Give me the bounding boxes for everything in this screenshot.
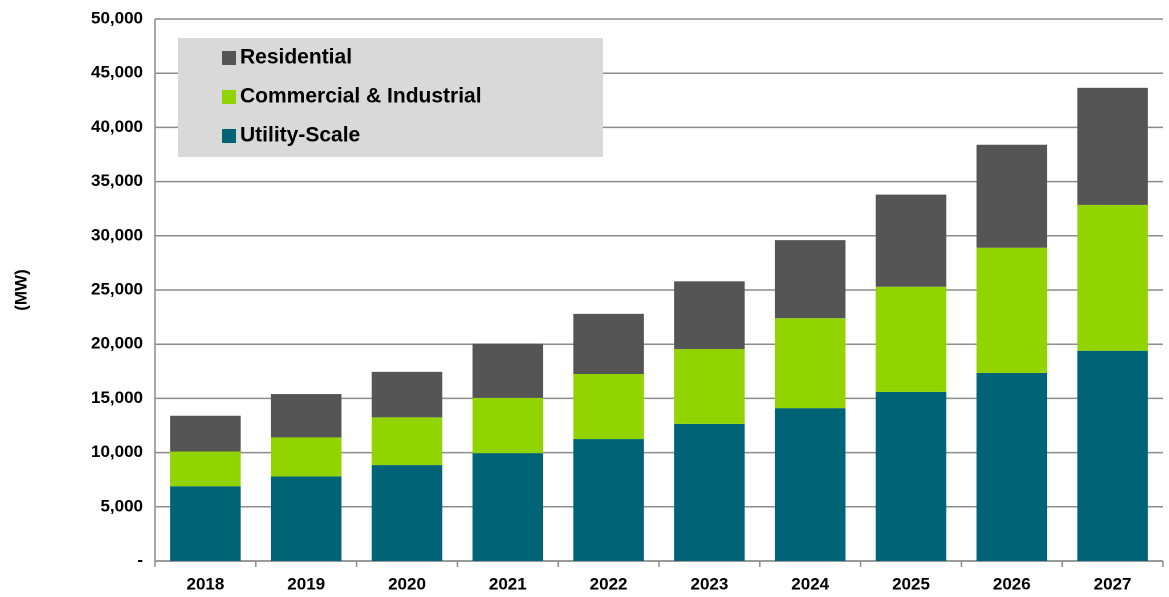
x-tick-label: 2024 <box>791 574 829 593</box>
bar-segment <box>875 194 947 287</box>
x-tick-label: 2021 <box>489 574 527 593</box>
bar-segment <box>472 397 544 454</box>
bar-segment <box>472 453 544 561</box>
y-tick-label: - <box>137 550 143 569</box>
legend-swatch <box>222 90 236 104</box>
legend-label: Utility-Scale <box>240 124 360 147</box>
y-tick-label: 15,000 <box>91 388 143 407</box>
bar-segment <box>270 476 342 561</box>
bar-segment <box>371 417 443 466</box>
y-tick-label: 25,000 <box>91 279 143 298</box>
bar-segment <box>170 415 241 452</box>
bar-segment <box>875 391 947 561</box>
bar-segment <box>170 451 241 487</box>
y-tick-label: 45,000 <box>91 63 143 82</box>
y-tick-label: 5,000 <box>100 496 143 515</box>
y-tick-label: 35,000 <box>91 171 143 190</box>
bar-segment <box>976 247 1048 373</box>
bar-segment <box>371 371 443 418</box>
bar-segment <box>976 372 1048 561</box>
x-tick-label: 2023 <box>690 574 728 593</box>
x-tick-label: 2020 <box>388 574 426 593</box>
bar-segment <box>371 465 443 561</box>
bar-segment <box>976 144 1048 248</box>
legend-box <box>178 38 603 157</box>
bar-segment <box>1077 204 1148 351</box>
legend-swatch <box>222 129 236 143</box>
y-tick-label: 20,000 <box>91 334 143 353</box>
bar-segment <box>774 240 846 319</box>
legend-label: Commercial & Industrial <box>240 85 482 108</box>
bar-segment <box>1077 350 1148 561</box>
x-tick-label: 2026 <box>993 574 1031 593</box>
bar-segment <box>774 408 846 561</box>
y-tick-label: 30,000 <box>91 225 143 244</box>
bar-segment <box>573 313 644 375</box>
y-axis-label: (MW) <box>11 269 30 311</box>
bar-segment <box>674 281 745 350</box>
bar-segment <box>774 318 846 409</box>
bar-segment <box>270 437 342 477</box>
x-tick-label: 2018 <box>186 574 224 593</box>
bar-segment <box>875 286 947 392</box>
bar-segment <box>674 423 745 561</box>
x-tick-label: 2025 <box>892 574 930 593</box>
bar-segment <box>1077 87 1148 205</box>
x-tick-label: 2022 <box>590 574 628 593</box>
y-tick-label: 40,000 <box>91 117 143 136</box>
bar-segment <box>674 349 745 424</box>
x-tick-label: 2027 <box>1094 574 1132 593</box>
bar-segment <box>170 486 241 561</box>
bar-segment <box>573 374 644 440</box>
legend-label: Residential <box>240 46 352 69</box>
bar-segment <box>472 343 544 398</box>
legend-swatch <box>222 51 236 65</box>
y-tick-label: 50,000 <box>91 8 143 27</box>
x-tick-label: 2019 <box>287 574 325 593</box>
bar-segment <box>573 439 644 561</box>
bar-segment <box>270 394 342 438</box>
y-tick-label: 10,000 <box>91 442 143 461</box>
